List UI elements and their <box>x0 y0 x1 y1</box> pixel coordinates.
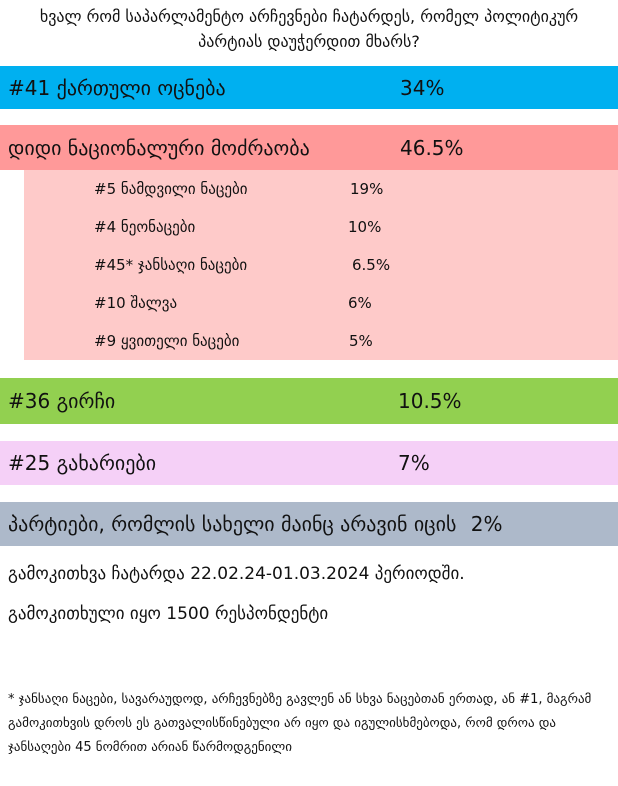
breakdown-label: #45* ჯანსაღი ნაცები <box>94 256 248 274</box>
breakdown-row: #5 ნამდვილი ნაცები 19% <box>24 170 618 208</box>
party-value: 10.5% <box>398 389 462 413</box>
breakdown-value: 6.5% <box>352 256 391 274</box>
breakdown-value: 19% <box>350 180 384 198</box>
party-row-unknown-parties: პარტიები, რომლის სახელი მაინც არავინ იცი… <box>0 502 618 546</box>
breakdown-label: #9 ყვითელი ნაცები <box>94 332 240 350</box>
party-row-georgian-dream: #41 ქართული ოცნება 34% <box>0 66 618 109</box>
party-label: #25 გახარიები <box>8 451 157 475</box>
party-label-text: პარტიები, რომლის სახელი მაინც არავინ იცი… <box>8 512 457 536</box>
footnote: * ჯანსაღი ნაცები, სავარაუდოდ, არჩევნებზე… <box>8 692 592 755</box>
breakdown-row: #4 ნეონაცები 10% <box>24 208 618 246</box>
party-label: #41 ქართული ოცნება <box>8 75 226 100</box>
party-value: 34% <box>400 75 445 100</box>
party-label: #36 გირჩი <box>8 389 116 413</box>
breakdown-label: #4 ნეონაცები <box>94 218 196 236</box>
unm-breakdown-panel: #5 ნამდვილი ნაცები 19% #4 ნეონაცები 10% … <box>24 170 618 360</box>
breakdown-row: #9 ყვითელი ნაცები 5% <box>24 322 618 360</box>
party-value: 7% <box>398 451 430 475</box>
poll-question: ხვალ რომ საპარლამენტო არჩევნები ჩატარდეს… <box>39 7 579 51</box>
party-label: დიდი ნაციონალური მოძრაობა <box>8 135 310 160</box>
survey-period: გამოკითხვა ჩატარდა 22.02.24-01.03.2024 პ… <box>8 564 465 584</box>
breakdown-label: #10 შალვა <box>94 294 178 312</box>
party-row-girchi: #36 გირჩი 10.5% <box>0 378 618 424</box>
party-row-gakharia: #25 გახარიები 7% <box>0 441 618 485</box>
breakdown-value: 10% <box>348 218 382 236</box>
party-value: 46.5% <box>400 135 464 160</box>
breakdown-value: 6% <box>348 294 372 312</box>
party-row-unm: დიდი ნაციონალური მოძრაობა 46.5% <box>0 125 618 170</box>
breakdown-row: #45* ჯანსაღი ნაცები 6.5% <box>24 246 618 284</box>
breakdown-row: #10 შალვა 6% <box>24 284 618 322</box>
party-value: 2% <box>470 512 503 536</box>
respondent-count: გამოკითხული იყო 1500 რესპონდენტი <box>8 604 329 624</box>
breakdown-value: 5% <box>349 332 373 350</box>
party-label: პარტიები, რომლის სახელი მაინც არავინ იცი… <box>8 512 503 536</box>
breakdown-label: #5 ნამდვილი ნაცები <box>94 180 248 198</box>
